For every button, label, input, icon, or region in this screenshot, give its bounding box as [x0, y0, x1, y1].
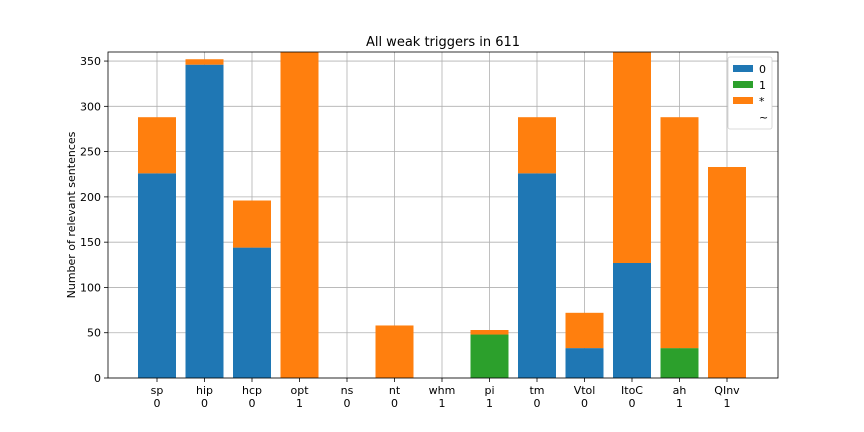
x-tick-sublabel: 1 [439, 397, 446, 410]
y-tick-label: 50 [87, 327, 101, 340]
bar-segment [233, 247, 271, 378]
x-tick-sublabel: 0 [154, 397, 161, 410]
x-tick-sublabel: 0 [534, 397, 541, 410]
x-tick-label: ah [673, 384, 687, 397]
x-tick-label: hcp [242, 384, 262, 397]
x-tick-label: pi [484, 384, 494, 397]
plot-frame [107, 51, 779, 379]
bar-segment [613, 262, 651, 378]
bar-segment [233, 200, 271, 248]
bar-segment [280, 52, 319, 378]
bar-segment [470, 330, 509, 335]
x-tick-sublabel: 1 [676, 397, 683, 410]
y-axis: 0 50 100 150 200 250 300 350 [80, 55, 108, 385]
x-tick-label: tm [529, 384, 544, 397]
y-tick-label: 100 [80, 281, 101, 294]
bar-segment [565, 312, 604, 349]
bar-segment [138, 117, 176, 174]
bar-segment [518, 117, 556, 174]
x-axis: sp0hip0hcp0opt1ns0nt0whm1pi1tm0Vtol0ItoC… [151, 378, 740, 410]
bar-segment [708, 167, 746, 378]
bar-segment [660, 117, 699, 349]
bar-segment [470, 334, 509, 378]
x-tick-sublabel: 0 [344, 397, 351, 410]
bars [138, 52, 746, 378]
x-tick-label: QInv [714, 384, 740, 397]
bar-segment [660, 348, 699, 378]
x-tick-label: ItoC [621, 384, 643, 397]
legend-entry: 0 [759, 63, 766, 76]
bar-segment [613, 52, 651, 263]
x-tick-label: ns [341, 384, 354, 397]
legend-box [727, 56, 773, 130]
x-tick-sublabel: 1 [486, 397, 493, 410]
bar-segment [565, 348, 604, 378]
x-tick-label: whm [429, 384, 456, 397]
bar-segment [518, 173, 556, 378]
bar-segment [375, 325, 414, 378]
x-tick-sublabel: 0 [581, 397, 588, 410]
x-tick-sublabel: 0 [391, 397, 398, 410]
legend-swatch [733, 65, 753, 72]
y-tick-label: 250 [80, 146, 101, 159]
legend-swatch [733, 97, 753, 104]
chart-title: All weak triggers in 611 [366, 35, 520, 50]
x-tick-label: opt [290, 384, 309, 397]
x-tick-label: hip [196, 384, 213, 397]
legend-entry: ~ [759, 111, 768, 124]
x-tick-sublabel: 1 [296, 397, 303, 410]
x-tick-sublabel: 1 [724, 397, 731, 410]
legend: 0 1 * ~ [727, 56, 773, 130]
bar-segment [185, 64, 224, 378]
x-tick-label: nt [389, 384, 401, 397]
bar-segment [185, 59, 224, 65]
y-tick-label: 350 [80, 55, 101, 68]
y-tick-label: 300 [80, 100, 101, 113]
x-tick-label: sp [151, 384, 164, 397]
y-tick-label: 0 [94, 372, 101, 385]
x-tick-sublabel: 0 [629, 397, 636, 410]
legend-swatch [733, 81, 753, 88]
bar-segment [138, 173, 176, 378]
legend-entry: * [759, 95, 765, 108]
y-tick-label: 150 [80, 236, 101, 249]
x-tick-label: Vtol [574, 384, 596, 397]
x-tick-sublabel: 0 [249, 397, 256, 410]
x-tick-sublabel: 0 [201, 397, 208, 410]
y-axis-label: Number of relevant sentences [65, 131, 78, 298]
y-tick-label: 200 [80, 191, 101, 204]
legend-entry: 1 [759, 79, 766, 92]
